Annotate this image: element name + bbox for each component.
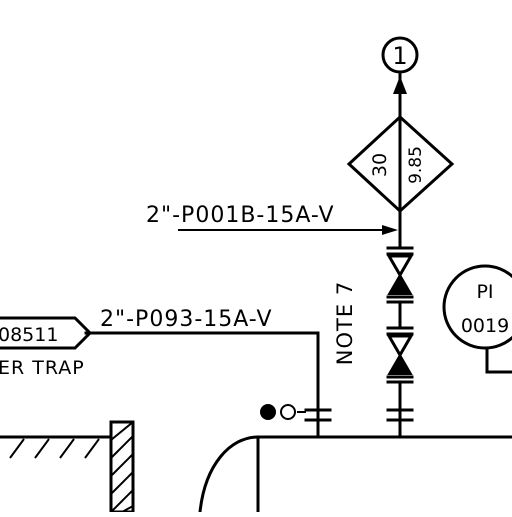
upper-line-label: 2"-P001B-15A-V — [146, 203, 335, 228]
diamond-left-value: 30 — [369, 153, 391, 177]
tag-box: 08511 — [0, 316, 93, 350]
gate-valve-lower — [386, 326, 414, 384]
flow-arrow-up-icon — [393, 76, 407, 94]
instrument-bubble: PI 0019 — [442, 264, 512, 374]
equipment-label: ER TRAP — [0, 357, 85, 379]
gate-valve-upper — [386, 246, 414, 304]
diamond-tag: 30 9.85 — [346, 114, 455, 214]
vessel — [198, 435, 512, 514]
leader-arrow-icon — [382, 225, 398, 235]
main-vertical-line — [393, 73, 407, 250]
lower-pipe — [84, 331, 332, 439]
drain-symbol-icon — [260, 404, 296, 420]
instrument-number: 0019 — [461, 315, 509, 337]
hatched-structure — [0, 420, 135, 514]
tag-box-label: 08511 — [0, 324, 58, 346]
nozzle-right — [386, 380, 414, 439]
upper-line-label-group: 2"-P001B-15A-V — [146, 203, 398, 235]
diamond-right-value: 9.85 — [406, 146, 426, 184]
offpage-connector-label: 1 — [392, 42, 407, 70]
lower-line-label: 2"-P093-15A-V — [100, 307, 273, 332]
note-label: NOTE 7 — [333, 281, 357, 365]
offpage-connector: 1 — [381, 36, 419, 74]
instrument-type: PI — [476, 281, 493, 303]
